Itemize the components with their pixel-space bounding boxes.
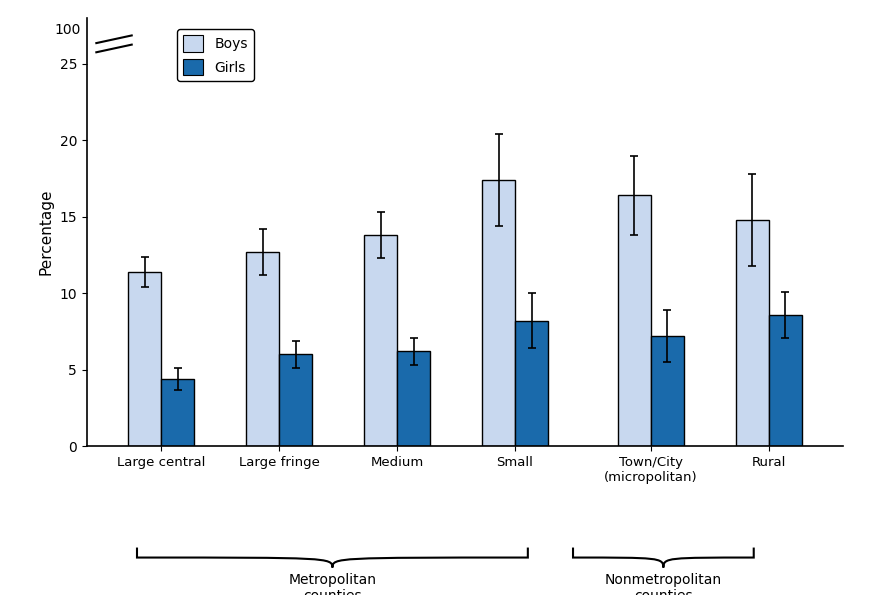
Bar (364, 235, 397, 446)
Bar (162, 379, 195, 446)
Text: Metropolitan
counties: Metropolitan counties (289, 572, 376, 595)
Y-axis label: Percentage: Percentage (39, 189, 54, 275)
Bar (768, 315, 801, 446)
Bar (618, 195, 651, 446)
Bar (515, 321, 548, 446)
Bar (651, 336, 684, 446)
Bar (482, 180, 515, 446)
Bar (129, 272, 162, 446)
Bar (246, 252, 279, 446)
Text: 100: 100 (55, 23, 81, 37)
Bar (735, 220, 768, 446)
Legend: Boys, Girls: Boys, Girls (177, 29, 254, 81)
Text: Nonmetropolitan
counties: Nonmetropolitan counties (605, 572, 722, 595)
Bar (279, 355, 312, 446)
Bar (397, 352, 430, 446)
